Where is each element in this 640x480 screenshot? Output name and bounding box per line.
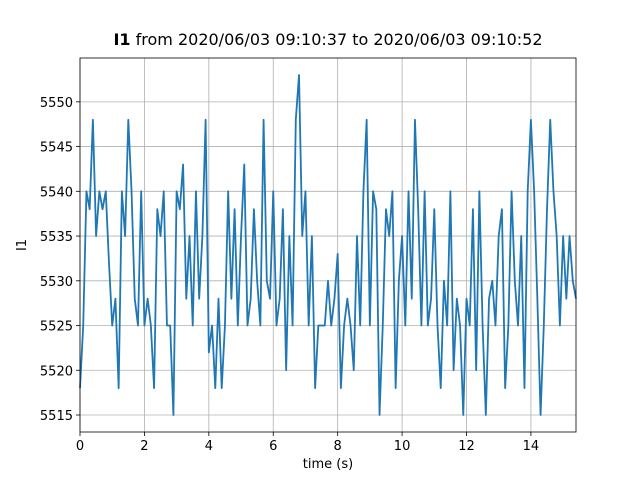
y-tick-label: 5530 — [40, 275, 73, 290]
chart-title: I1 from 2020/06/03 09:10:37 to 2020/06/0… — [113, 30, 542, 49]
y-tick-label: 5550 — [40, 96, 73, 111]
y-tick-label: 5520 — [40, 364, 73, 379]
x-tick-label: 6 — [269, 439, 277, 454]
data-line — [79, 74, 577, 416]
x-tick-label: 10 — [394, 439, 411, 454]
x-tick-label: 2 — [140, 439, 148, 454]
y-tick-label: 5535 — [40, 230, 73, 245]
x-tick-label: 4 — [205, 439, 213, 454]
x-tick-label: 14 — [523, 439, 540, 454]
y-tick-label: 5545 — [40, 141, 73, 156]
x-axis-label: time (s) — [303, 457, 353, 472]
x-tick-label: 12 — [458, 439, 475, 454]
x-tick-label: 0 — [76, 439, 84, 454]
x-tick-label: 8 — [334, 439, 342, 454]
y-tick-label: 5515 — [40, 409, 73, 424]
y-tick-label: 5540 — [40, 185, 73, 200]
y-tick-label: 5525 — [40, 320, 73, 335]
title-variable: I1 — [113, 30, 130, 49]
plot-frame — [79, 57, 577, 433]
title-text: from 2020/06/03 09:10:37 to 2020/06/03 0… — [136, 30, 543, 49]
y-axis-label: I1 — [15, 239, 30, 251]
